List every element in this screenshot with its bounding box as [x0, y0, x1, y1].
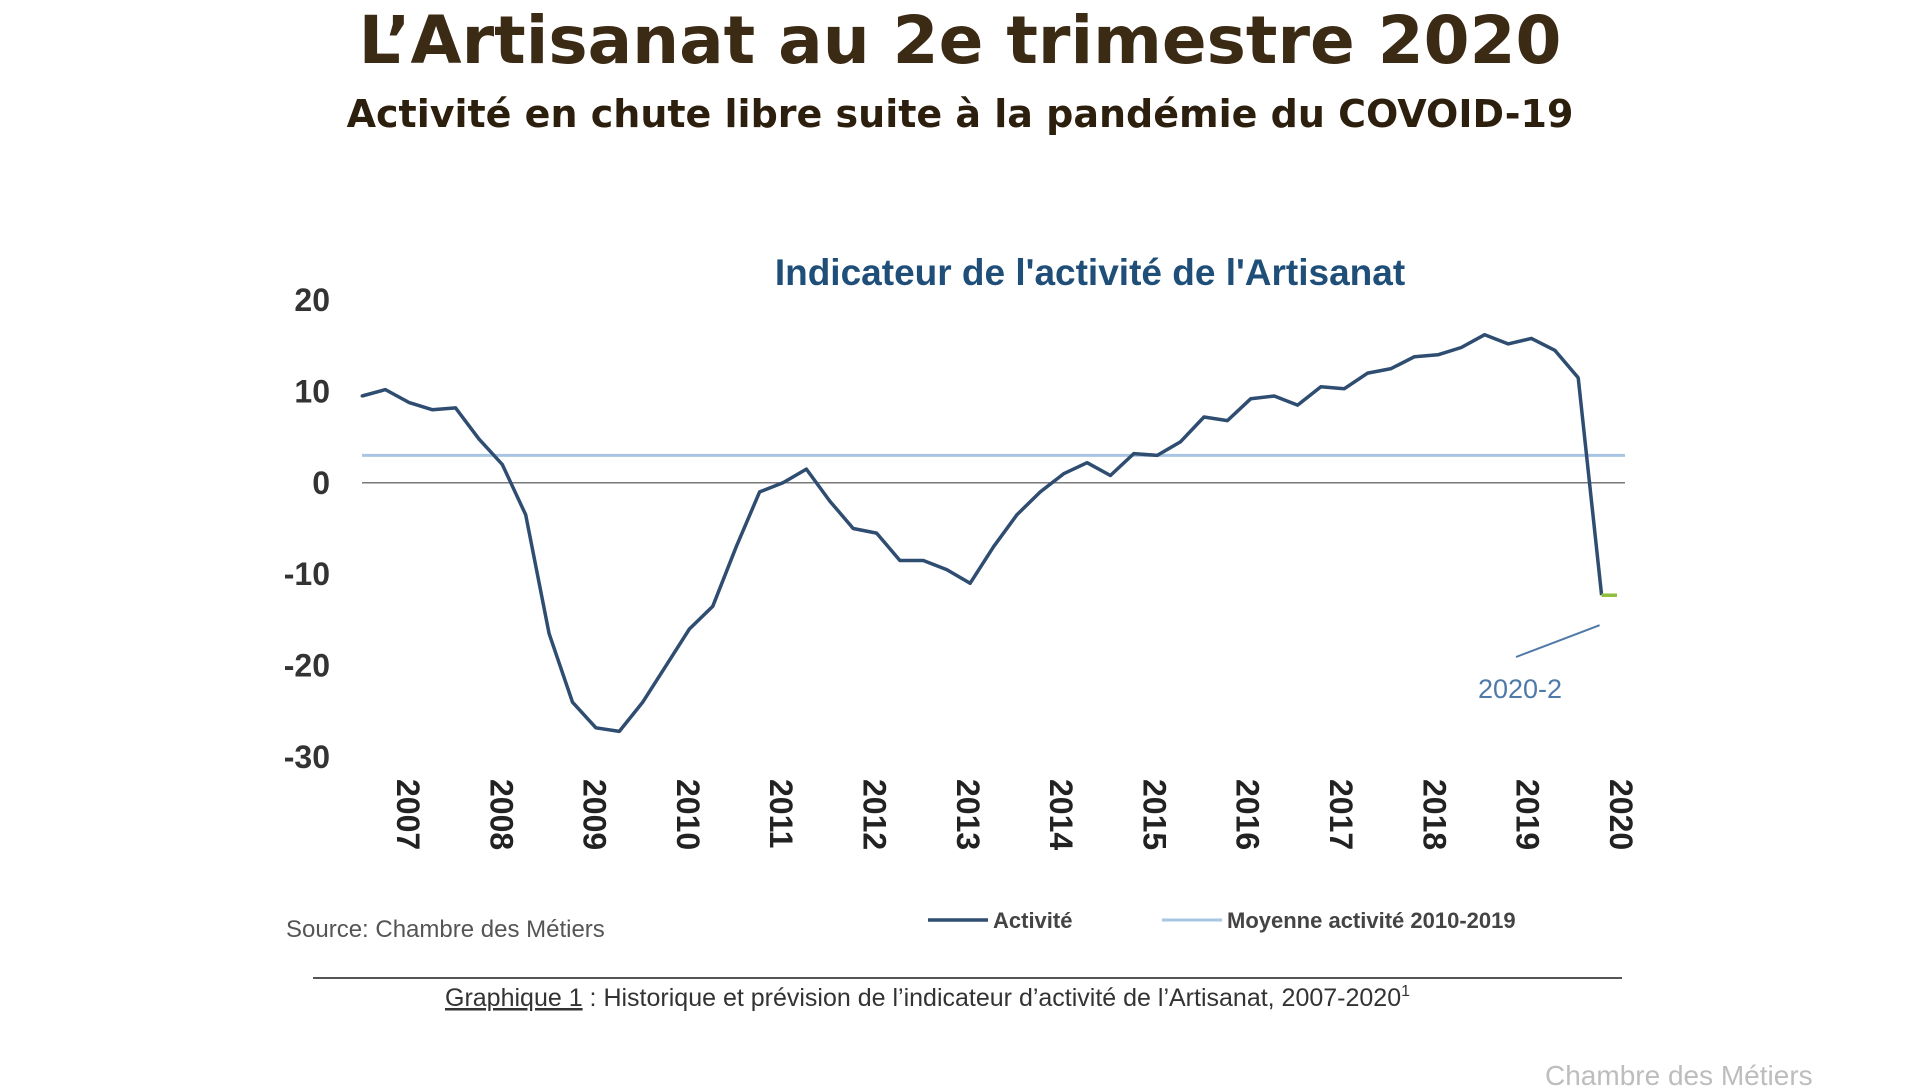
data-point-activite [1179, 440, 1183, 444]
figure-caption: Graphique 1 : Historique et prévision de… [445, 983, 1410, 1012]
x-tick-label: 2007 [390, 779, 426, 850]
x-tick-label: 2009 [577, 779, 613, 850]
data-point-activite [454, 406, 458, 410]
data-point-activite [851, 527, 855, 530]
data-point-activite [1389, 367, 1393, 371]
y-tick-label: -30 [284, 739, 330, 775]
y-tick-label: 0 [312, 465, 330, 501]
data-point-activite [1085, 461, 1089, 465]
x-tick-label: 2018 [1416, 779, 1452, 850]
data-point-activite [1038, 490, 1042, 494]
data-point-activite [921, 558, 925, 562]
chart-title: Indicateur de l'activité de l'Artisanat [775, 252, 1405, 293]
data-point-activite [1202, 415, 1206, 419]
data-point-activite [500, 463, 504, 467]
x-tick-label: 2008 [483, 779, 519, 850]
data-point-activite [1319, 385, 1323, 389]
x-tick-label: 2016 [1230, 779, 1266, 850]
data-point-activite [1296, 403, 1300, 407]
data-point-activite [781, 481, 785, 485]
data-point-activite [1459, 346, 1463, 350]
data-point-activite [1366, 371, 1370, 375]
series-line-activite [361, 332, 1580, 734]
y-tick-label: -10 [284, 556, 330, 592]
data-point-activite [687, 627, 691, 631]
source-note: Source: Chambre des Métiers [286, 916, 605, 943]
data-point-activite [1062, 472, 1066, 476]
data-points [360, 333, 1617, 733]
data-point-activite [617, 729, 621, 733]
data-point-activite [898, 558, 902, 562]
series-line-activite-2020-2 [1576, 377, 1604, 596]
slide-subtitle: Activité en chute libre suite à la pandé… [346, 92, 1574, 136]
data-point-activite [968, 581, 972, 585]
x-tick-label: 2011 [763, 779, 799, 848]
data-point-activite [1576, 376, 1580, 380]
x-tick-label: 2014 [1043, 779, 1079, 850]
y-tick-label: 20 [294, 282, 330, 318]
data-point-activite [1015, 513, 1019, 517]
data-point-activite [547, 632, 551, 636]
data-point-activite [1272, 394, 1276, 398]
legend-label-moyenne: Moyenne activité 2010-2019 [1227, 908, 1516, 933]
y-tick-label: 10 [294, 373, 330, 409]
data-point-activite [383, 388, 387, 392]
data-point-activite [1132, 452, 1136, 456]
data-point-activite [945, 568, 949, 572]
data-point-activite [1553, 348, 1557, 352]
caption-label: Graphique 1 [445, 984, 583, 1012]
data-point-activite [1413, 355, 1416, 359]
data-point-activite [477, 437, 481, 441]
data-point-activite [664, 664, 668, 668]
data-point-activite [1249, 397, 1253, 401]
data-point-activite [758, 490, 762, 494]
data-point-activite [1342, 387, 1346, 391]
x-tick-label: 2015 [1136, 779, 1172, 850]
x-tick-label: 2017 [1323, 779, 1359, 850]
data-point-activite [524, 513, 528, 517]
data-point-activite [1436, 353, 1440, 357]
caption-footnote-mark: 1 [1401, 983, 1410, 1000]
data-point-activite [407, 400, 411, 404]
data-point-activite [734, 545, 738, 549]
data-point-activite [1506, 342, 1510, 346]
data-point-activite [1529, 336, 1533, 340]
annotation-leader-line [1515, 624, 1600, 658]
x-tick-label: 2010 [670, 779, 706, 850]
x-tick-label: 2013 [950, 779, 986, 850]
x-tick-label: 2020 [1603, 779, 1639, 850]
y-tick-label: -20 [284, 648, 330, 684]
legend-label-activite: Activité [993, 908, 1072, 933]
data-point-activite [641, 700, 645, 704]
x-tick-label: 2012 [857, 779, 893, 850]
slide-title: L’Artisanat au 2e trimestre 2020 [358, 2, 1562, 79]
caption-text: : Historique et prévision de l’indicateu… [583, 984, 1402, 1012]
data-point-activite [430, 408, 434, 412]
data-point-activite [1483, 333, 1487, 337]
x-tick-label: 2019 [1510, 779, 1546, 850]
data-point-activite [828, 499, 832, 503]
x-axis: 2007 2008 2009 2010 2011 2012 2013 2014 2015 2016… [390, 779, 1639, 850]
page-credit: Chambre des Métiers [1545, 1060, 1813, 1091]
data-point-activite [711, 604, 715, 608]
data-point-activite [594, 726, 598, 730]
data-point-activite [804, 467, 808, 471]
data-point-activite [1155, 453, 1159, 457]
data-point-activite [875, 531, 879, 535]
data-point-activite [360, 394, 364, 398]
y-axis: 20 10 0 -10 -20 -30 [284, 282, 330, 775]
data-point-activite [1225, 419, 1229, 423]
data-point-activite [992, 545, 995, 549]
annotation-2020-2: 2020-2 [1478, 674, 1562, 704]
data-point-activite [1108, 473, 1112, 477]
data-point-activite [571, 700, 574, 704]
